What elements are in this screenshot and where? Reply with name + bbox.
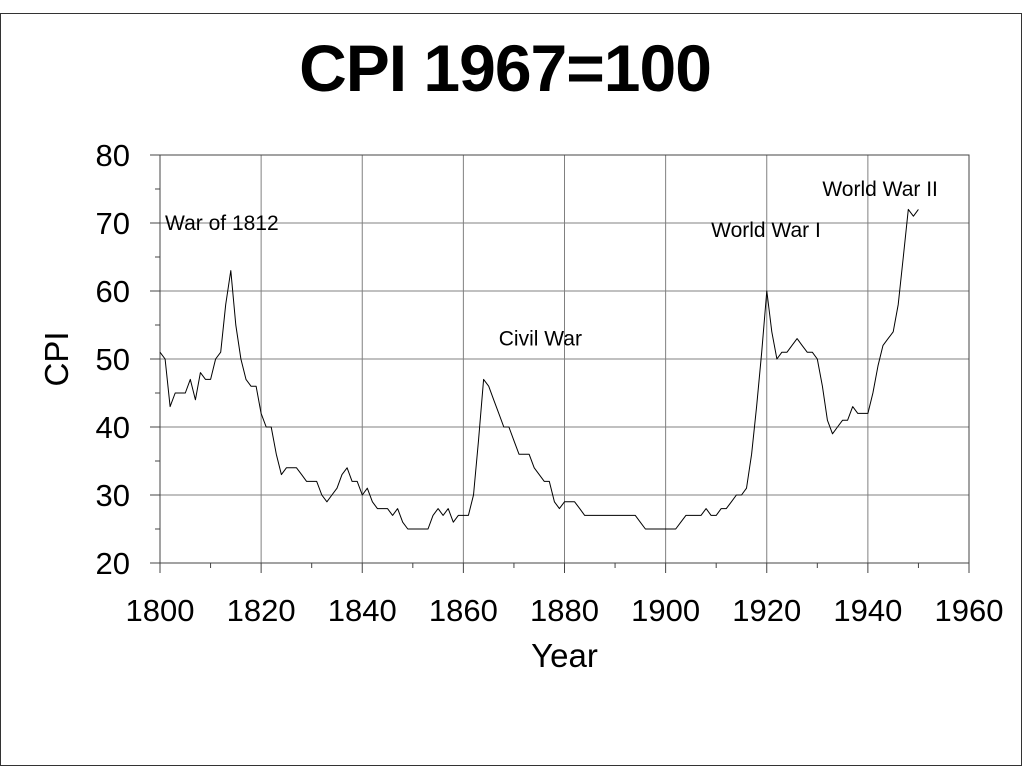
gridlines [160,155,969,563]
y-tick-label: 30 [96,478,130,513]
y-tick-label: 50 [96,342,130,377]
y-tick-label: 40 [96,410,130,445]
cpi-series-line [159,208,919,530]
axes [150,154,970,573]
x-tick-label: 1860 [429,593,498,628]
x-tick-label: 1800 [126,593,195,628]
x-axis-label: Year [531,637,598,674]
x-tick-label: 1840 [328,593,397,628]
y-axis-label: CPI [38,331,75,386]
y-tick-label: 80 [96,138,130,173]
x-tick-label: 1880 [530,593,599,628]
y-tick-label: 20 [96,546,130,581]
x-tick-label: 1960 [935,593,1004,628]
tick-labels: 20 30 40 50 60 70 80 1800 1820 1840 1860 1880 1900 19… [96,138,1004,628]
annotation-label: World War II [822,178,938,201]
slide-frame [0,13,1022,766]
x-tick-label: 1940 [833,593,902,628]
annotation-label: Civil War [499,328,582,351]
chart-title: CPI 1967=100 [299,31,712,105]
annotation-label: War of 1812 [165,212,279,235]
annotation-label: World War I [711,219,821,242]
x-tick-label: 1820 [227,593,296,628]
x-tick-label: 1920 [732,593,801,628]
series-group [159,208,919,530]
y-tick-label: 70 [96,206,130,241]
y-tick-label: 60 [96,274,130,309]
x-tick-label: 1900 [631,593,700,628]
